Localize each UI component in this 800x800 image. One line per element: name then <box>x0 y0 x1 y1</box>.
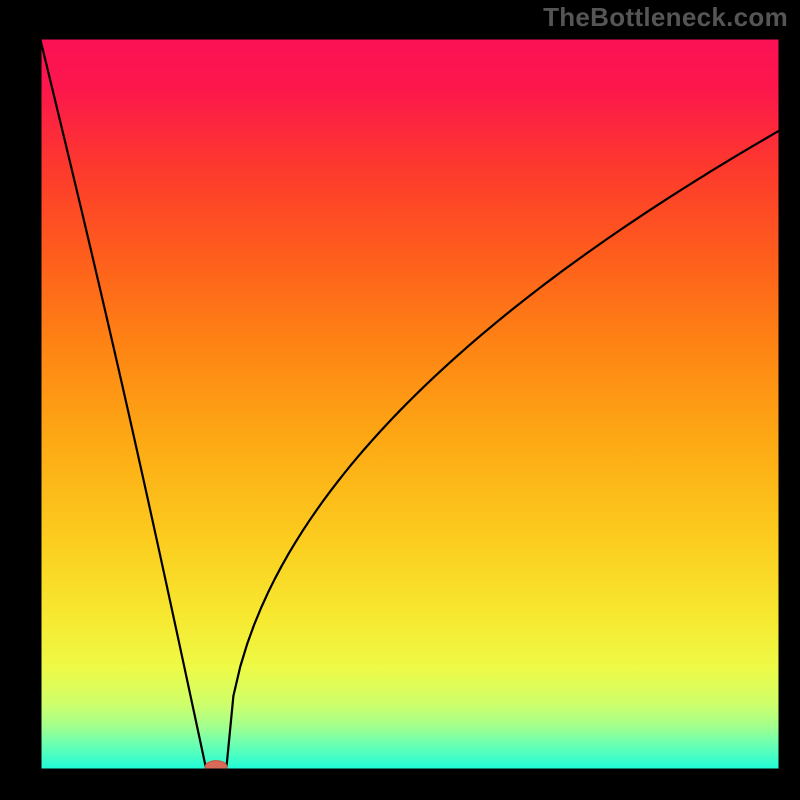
plot-area <box>40 38 780 770</box>
chart-container: TheBottleneck.com <box>0 0 800 800</box>
gradient-background <box>40 38 780 770</box>
watermark-text: TheBottleneck.com <box>543 2 788 33</box>
chart-svg <box>40 38 780 770</box>
